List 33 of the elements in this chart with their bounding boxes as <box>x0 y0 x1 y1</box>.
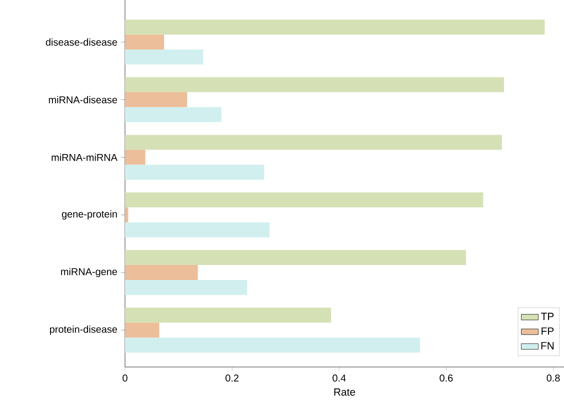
y-tick-label: protein-disease <box>50 325 118 335</box>
y-tick-label: disease-disease <box>46 38 118 46</box>
bar <box>125 107 222 122</box>
bar <box>125 250 466 266</box>
bar <box>125 92 188 108</box>
x-tick-label: 0.4 <box>332 374 346 382</box>
bar <box>125 34 164 50</box>
bar <box>125 222 270 238</box>
x-tick-label: 0.2 <box>226 374 239 382</box>
bar <box>125 265 198 280</box>
bar <box>125 322 160 338</box>
bar <box>125 134 502 150</box>
bar <box>125 164 264 180</box>
bar <box>125 338 420 353</box>
legend-label: FP <box>542 327 554 335</box>
bar <box>125 150 146 165</box>
x-tick-label: 0 <box>122 374 128 382</box>
x-tick-label: 0.6 <box>440 374 453 382</box>
y-tick-label: gene-protein <box>62 210 117 220</box>
bar <box>125 207 128 222</box>
y-tick-label: miRNA-gene <box>61 268 118 278</box>
y-tick-label: miRNA-miRNA <box>52 154 118 161</box>
bar <box>125 77 504 92</box>
bar <box>125 308 332 323</box>
x-axis-title: Rate <box>334 388 356 396</box>
bar <box>125 50 204 65</box>
legend-label: TP <box>541 312 554 320</box>
bar <box>125 280 248 295</box>
bar <box>125 192 484 208</box>
bar <box>125 20 545 35</box>
x-tick-label: 0.8 <box>546 374 560 382</box>
y-tick-label: miRNA-disease <box>48 96 118 104</box>
legend-label: FN <box>541 342 554 350</box>
